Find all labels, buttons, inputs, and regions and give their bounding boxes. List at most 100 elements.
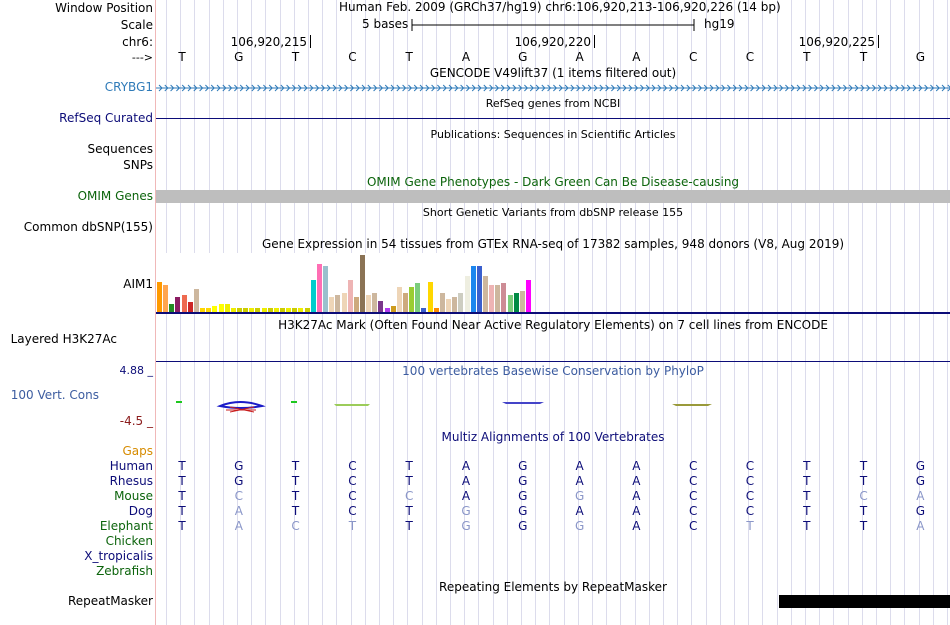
h3k27ac-track-title[interactable]: H3K27Ac Mark (Often Found Near Active Re… — [278, 318, 828, 332]
multiz-gaps-label: Gaps — [122, 444, 153, 458]
gtex-tissue-bar[interactable] — [286, 308, 292, 312]
strand-chevron — [692, 84, 697, 92]
gtex-tissue-bar[interactable] — [212, 306, 218, 312]
dbsnp-track-title[interactable]: Short Genetic Variants from dbSNP releas… — [422, 206, 684, 219]
gtex-tissue-bar[interactable] — [501, 283, 507, 312]
gtex-tissue-bar[interactable] — [267, 308, 273, 312]
gtex-bar-chart[interactable] — [156, 253, 950, 313]
refseq-track-label[interactable]: RefSeq Curated — [59, 111, 153, 125]
gtex-tissue-bar[interactable] — [181, 295, 187, 312]
gtex-tissue-bar[interactable] — [249, 308, 255, 312]
gtex-tissue-bar[interactable] — [347, 280, 353, 312]
gtex-tissue-bar[interactable] — [452, 297, 458, 312]
gtex-tissue-bar[interactable] — [359, 255, 365, 312]
strand-chevron — [268, 84, 273, 92]
gtex-tissue-bar[interactable] — [464, 276, 470, 312]
gtex-tissue-bar[interactable] — [378, 301, 384, 312]
strand-chevron — [361, 84, 366, 92]
gtex-tissue-bar[interactable] — [200, 308, 206, 312]
omim-track-label[interactable]: OMIM Genes — [77, 189, 153, 203]
alignment-base: G — [234, 474, 244, 488]
gtex-tissue-bar[interactable] — [193, 289, 199, 312]
repeatmasker-track-title[interactable]: Repeating Elements by RepeatMasker — [439, 580, 667, 594]
gtex-tissue-bar[interactable] — [415, 283, 421, 312]
gtex-tissue-bar[interactable] — [366, 295, 372, 312]
repeatmasker-track-label[interactable]: RepeatMasker — [67, 594, 153, 608]
repeatmasker-element[interactable] — [779, 595, 950, 608]
gtex-tissue-bar[interactable] — [316, 264, 322, 312]
snps-track-label[interactable]: SNPs — [123, 158, 153, 172]
gtex-tissue-bar[interactable] — [421, 308, 427, 312]
gtex-tissue-bar[interactable] — [243, 308, 249, 312]
gencode-track-label[interactable]: CRYBG1 — [104, 80, 153, 94]
gtex-tissue-bar[interactable] — [390, 306, 396, 312]
strand-chevron — [634, 84, 639, 92]
alignment-base: T — [803, 459, 811, 473]
gtex-track-label[interactable]: AIM1 — [123, 277, 153, 291]
omim-gene-feature[interactable] — [156, 190, 950, 203]
gtex-tissue-bar[interactable] — [439, 293, 445, 312]
gtex-tissue-bar[interactable] — [495, 285, 501, 312]
gtex-tissue-bar[interactable] — [409, 287, 415, 312]
gtex-tissue-bar[interactable] — [476, 266, 482, 312]
gtex-tissue-bar[interactable] — [507, 295, 513, 312]
refseq-gene-line[interactable] — [156, 118, 950, 119]
strand-chevron — [274, 84, 279, 92]
gtex-tissue-bar[interactable] — [206, 308, 212, 312]
gtex-track-title[interactable]: Gene Expression in 54 tissues from GTEx … — [261, 237, 845, 251]
gtex-tissue-bar[interactable] — [224, 304, 230, 312]
dbsnp-track-label[interactable]: Common dbSNP(155) — [23, 220, 153, 234]
gtex-tissue-bar[interactable] — [218, 304, 224, 312]
gtex-tissue-bar[interactable] — [255, 308, 261, 312]
gtex-tissue-bar[interactable] — [396, 287, 402, 312]
gtex-tissue-bar[interactable] — [372, 293, 378, 312]
gtex-tissue-bar[interactable] — [169, 304, 175, 312]
phylop-track-title[interactable]: 100 vertebrates Basewise Conservation by… — [402, 364, 704, 378]
publications-track-title[interactable]: Publications: Sequences in Scientific Ar… — [430, 128, 676, 141]
alignment-base: C — [688, 489, 698, 503]
gtex-tissue-bar[interactable] — [261, 308, 267, 312]
gtex-tissue-bar[interactable] — [187, 302, 193, 312]
gtex-tissue-bar[interactable] — [446, 299, 452, 312]
gtex-tissue-bar[interactable] — [519, 291, 525, 312]
gtex-tissue-bar[interactable] — [292, 308, 298, 312]
gtex-tissue-bar[interactable] — [310, 280, 316, 312]
gtex-tissue-bar[interactable] — [513, 293, 519, 312]
h3k27ac-track-label[interactable]: Layered H3K27Ac — [10, 332, 117, 346]
multiz-track-title[interactable]: Multiz Alignments of 100 Vertebrates — [441, 430, 665, 444]
gtex-tissue-bar[interactable] — [298, 308, 304, 312]
gtex-tissue-bar[interactable] — [280, 308, 285, 312]
gtex-tissue-bar[interactable] — [335, 295, 341, 312]
reference-base: A — [632, 50, 641, 64]
phylop-conservation-plot[interactable] — [156, 396, 950, 414]
gtex-tissue-bar[interactable] — [341, 293, 347, 312]
gtex-tissue-bar[interactable] — [236, 308, 242, 312]
gtex-tissue-bar[interactable] — [230, 308, 236, 312]
strand-chevron — [466, 84, 471, 92]
gtex-tissue-bar[interactable] — [304, 308, 310, 312]
omim-track-title[interactable]: OMIM Gene Phenotypes - Dark Green Can Be… — [366, 175, 740, 189]
gtex-tissue-bar[interactable] — [458, 293, 464, 312]
gtex-tissue-bar[interactable] — [175, 297, 181, 312]
gtex-tissue-bar[interactable] — [273, 308, 279, 312]
strand-chevron — [576, 84, 581, 92]
gtex-tissue-bar[interactable] — [403, 293, 408, 312]
gtex-tissue-bar[interactable] — [323, 266, 329, 312]
gtex-tissue-bar[interactable] — [526, 280, 531, 312]
gtex-tissue-bar[interactable] — [163, 285, 169, 312]
gtex-tissue-bar[interactable] — [470, 266, 476, 312]
gtex-tissue-bar[interactable] — [433, 308, 439, 312]
refseq-track-title[interactable]: RefSeq genes from NCBI — [485, 97, 621, 110]
phylop-track-label[interactable]: 100 Vert. Cons — [10, 388, 99, 402]
crybg1-gene-feature[interactable] — [156, 82, 950, 94]
publications-track-label[interactable]: Sequences — [87, 142, 153, 156]
gtex-tissue-bar[interactable] — [489, 285, 495, 312]
strand-chevron — [605, 84, 610, 92]
gtex-tissue-bar[interactable] — [353, 297, 359, 312]
gtex-tissue-bar[interactable] — [384, 308, 390, 312]
gtex-tissue-bar[interactable] — [482, 276, 488, 312]
gtex-tissue-bar[interactable] — [157, 282, 162, 312]
gencode-track-title[interactable]: GENCODE V49lift37 (1 items filtered out) — [429, 66, 677, 80]
gtex-tissue-bar[interactable] — [427, 282, 433, 312]
gtex-tissue-bar[interactable] — [329, 297, 335, 312]
